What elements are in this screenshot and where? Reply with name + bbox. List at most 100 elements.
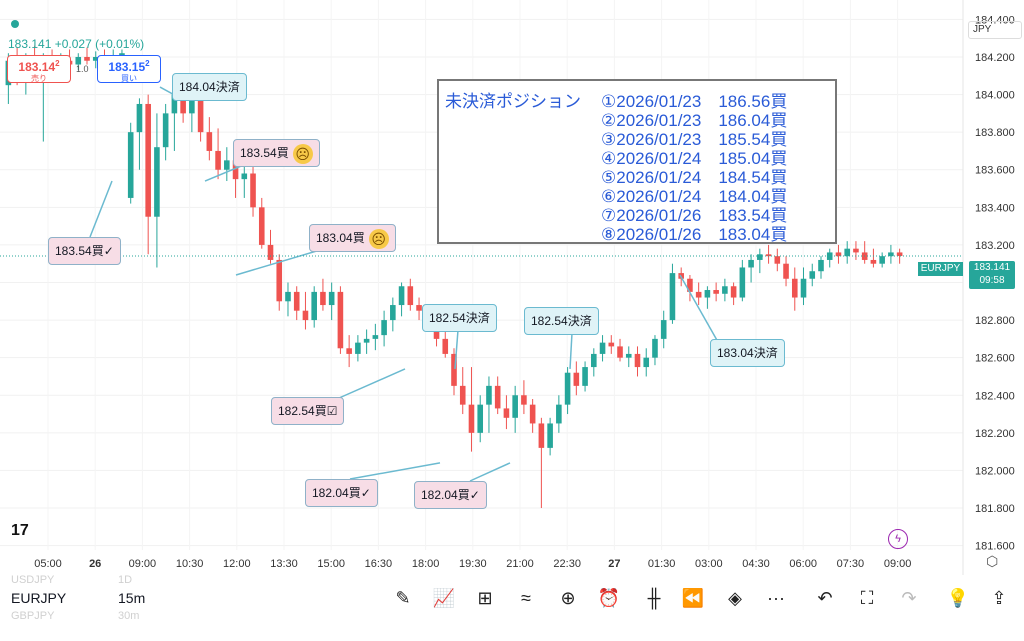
add-icon[interactable]: ⊕ bbox=[560, 588, 576, 608]
bar-style-icon[interactable]: ╫ bbox=[647, 588, 661, 608]
buy-button[interactable]: 183.152 買い bbox=[97, 55, 161, 83]
price-tick-label: 183.800 bbox=[975, 127, 1015, 139]
ideas-icon[interactable]: 💡 bbox=[946, 588, 970, 608]
price-chart[interactable]: 184.400 184.200 184.000 183.800 183.600 183.4… bbox=[0, 0, 1024, 575]
live-status-icon bbox=[11, 20, 19, 28]
time-tick-label: 22:30 bbox=[553, 558, 581, 570]
candle-down bbox=[215, 128, 221, 180]
currency-selector[interactable]: JPY bbox=[968, 21, 1022, 39]
drawing-tools-icon[interactable]: ≈ bbox=[521, 588, 531, 608]
candle-down bbox=[503, 395, 510, 430]
annotation-label[interactable]: 182.54買☑ bbox=[271, 397, 345, 425]
candle-down bbox=[634, 346, 641, 377]
annotation-label[interactable]: 184.04決済 bbox=[172, 73, 247, 101]
candle-down bbox=[442, 331, 449, 358]
annotation-label[interactable]: 183.54買 ☹ bbox=[233, 139, 320, 167]
candle-body bbox=[372, 335, 379, 339]
annotation-label[interactable]: 183.04買 ☹ bbox=[309, 224, 396, 252]
last-price-tag: 183.141 09:58 bbox=[969, 261, 1015, 289]
candle-up bbox=[556, 395, 562, 433]
candle-body bbox=[224, 160, 230, 170]
price-tick-label: 184.200 bbox=[975, 52, 1015, 64]
bar-countdown: 09:58 bbox=[979, 275, 1005, 286]
candle-down bbox=[459, 367, 466, 415]
open-positions-box[interactable]: 未決済ポジション ①2026/01/23 186.56買 ②2026/01/23… bbox=[437, 79, 837, 244]
candle-up bbox=[564, 367, 571, 415]
candle-body bbox=[442, 338, 449, 354]
price-axis: 184.400 184.200 184.000 183.800 183.600 183.4… bbox=[975, 14, 1015, 552]
candle-body bbox=[145, 103, 151, 217]
candle-up bbox=[591, 348, 597, 377]
sell-button[interactable]: 183.142 売り bbox=[7, 55, 71, 83]
candle-down bbox=[250, 165, 256, 217]
annotation-label[interactable]: 183.04決済 bbox=[710, 339, 785, 367]
candle-body bbox=[355, 342, 361, 354]
candle-up bbox=[660, 310, 667, 349]
layers-icon[interactable]: ◈ bbox=[728, 588, 742, 608]
interval-selector[interactable]: 15m bbox=[118, 590, 146, 606]
templates-icon[interactable]: ⊞ bbox=[477, 588, 493, 608]
bottom-toolbar: USDJPY 1D EURJPY 15m GBPJPY 30m bbox=[0, 574, 1024, 641]
symbol-selector[interactable]: EURJPY bbox=[11, 590, 67, 606]
candle-down bbox=[337, 286, 344, 354]
indicators-icon[interactable]: 📈 bbox=[432, 588, 456, 608]
candle-down bbox=[687, 274, 693, 302]
candle-body bbox=[407, 286, 414, 306]
candle-down bbox=[407, 278, 414, 311]
buy-price-pip: 2 bbox=[145, 59, 150, 68]
redo-icon[interactable]: ↷ bbox=[901, 588, 917, 608]
lightning-icon[interactable]: ϟ bbox=[888, 529, 908, 549]
sell-price: 183.14 bbox=[18, 60, 56, 74]
price-tick-label: 183.400 bbox=[975, 202, 1015, 214]
candle-up bbox=[888, 244, 894, 264]
annotation-label[interactable]: 182.04買✓ bbox=[414, 481, 487, 509]
more-icon[interactable]: ··· bbox=[767, 588, 785, 608]
candle-body bbox=[783, 263, 789, 279]
candle-body bbox=[791, 278, 798, 298]
candle-body bbox=[512, 395, 518, 418]
candle-body bbox=[660, 320, 667, 339]
candle-body bbox=[381, 320, 387, 336]
interval-below[interactable]: 30m bbox=[118, 610, 140, 622]
annotation-pointer bbox=[569, 332, 573, 369]
buy-price: 183.15 bbox=[108, 60, 146, 74]
position-row: ⑧2026/01/26 183.04買 bbox=[601, 225, 788, 244]
candle-body bbox=[189, 90, 195, 114]
price-tick-label: 183.600 bbox=[975, 165, 1015, 177]
replay-icon[interactable]: ⏪ bbox=[681, 588, 705, 608]
candle-body bbox=[486, 385, 492, 405]
annotation-label[interactable]: 182.54決済 bbox=[422, 304, 497, 332]
annotation-label[interactable]: 182.54決済 bbox=[524, 307, 599, 335]
annotation-label[interactable]: 182.04買✓ bbox=[305, 479, 378, 507]
price-tick-label: 181.600 bbox=[975, 541, 1015, 553]
candle-down bbox=[468, 367, 475, 452]
candle-down bbox=[870, 248, 877, 268]
candle-up bbox=[844, 241, 850, 264]
candle-body bbox=[92, 56, 99, 61]
alert-icon[interactable]: ⏰ bbox=[597, 588, 621, 608]
candle-body bbox=[346, 348, 352, 354]
fullscreen-icon[interactable]: ⛶ bbox=[860, 588, 874, 608]
candle-up bbox=[818, 256, 824, 279]
pen-icon[interactable]: ✎ bbox=[395, 588, 411, 608]
share-icon[interactable]: ⇪ bbox=[991, 588, 1007, 608]
interval-above[interactable]: 1D bbox=[118, 574, 133, 586]
candle-body bbox=[870, 259, 877, 264]
candle-up bbox=[75, 53, 82, 71]
symbol-below[interactable]: GBPJPY bbox=[11, 610, 55, 622]
tradingview-logo[interactable]: 17 bbox=[11, 522, 29, 539]
candle-body bbox=[162, 113, 169, 148]
annotation-label[interactable]: 183.54買✓ bbox=[48, 237, 121, 265]
undo-icon[interactable]: ↶ bbox=[817, 588, 833, 608]
candle-body bbox=[206, 132, 213, 151]
worried-face-icon: ☹ bbox=[292, 143, 313, 164]
chart-settings-icon[interactable]: ⬡ bbox=[986, 553, 999, 569]
candle-body bbox=[695, 291, 702, 298]
symbol-above[interactable]: USDJPY bbox=[11, 574, 55, 586]
candle-up bbox=[748, 254, 754, 283]
price-tick-label: 184.000 bbox=[975, 90, 1015, 102]
candle-down bbox=[791, 267, 798, 311]
price-tick-label: 182.400 bbox=[975, 390, 1015, 402]
candle-body bbox=[363, 338, 370, 343]
candle-body bbox=[320, 291, 326, 306]
